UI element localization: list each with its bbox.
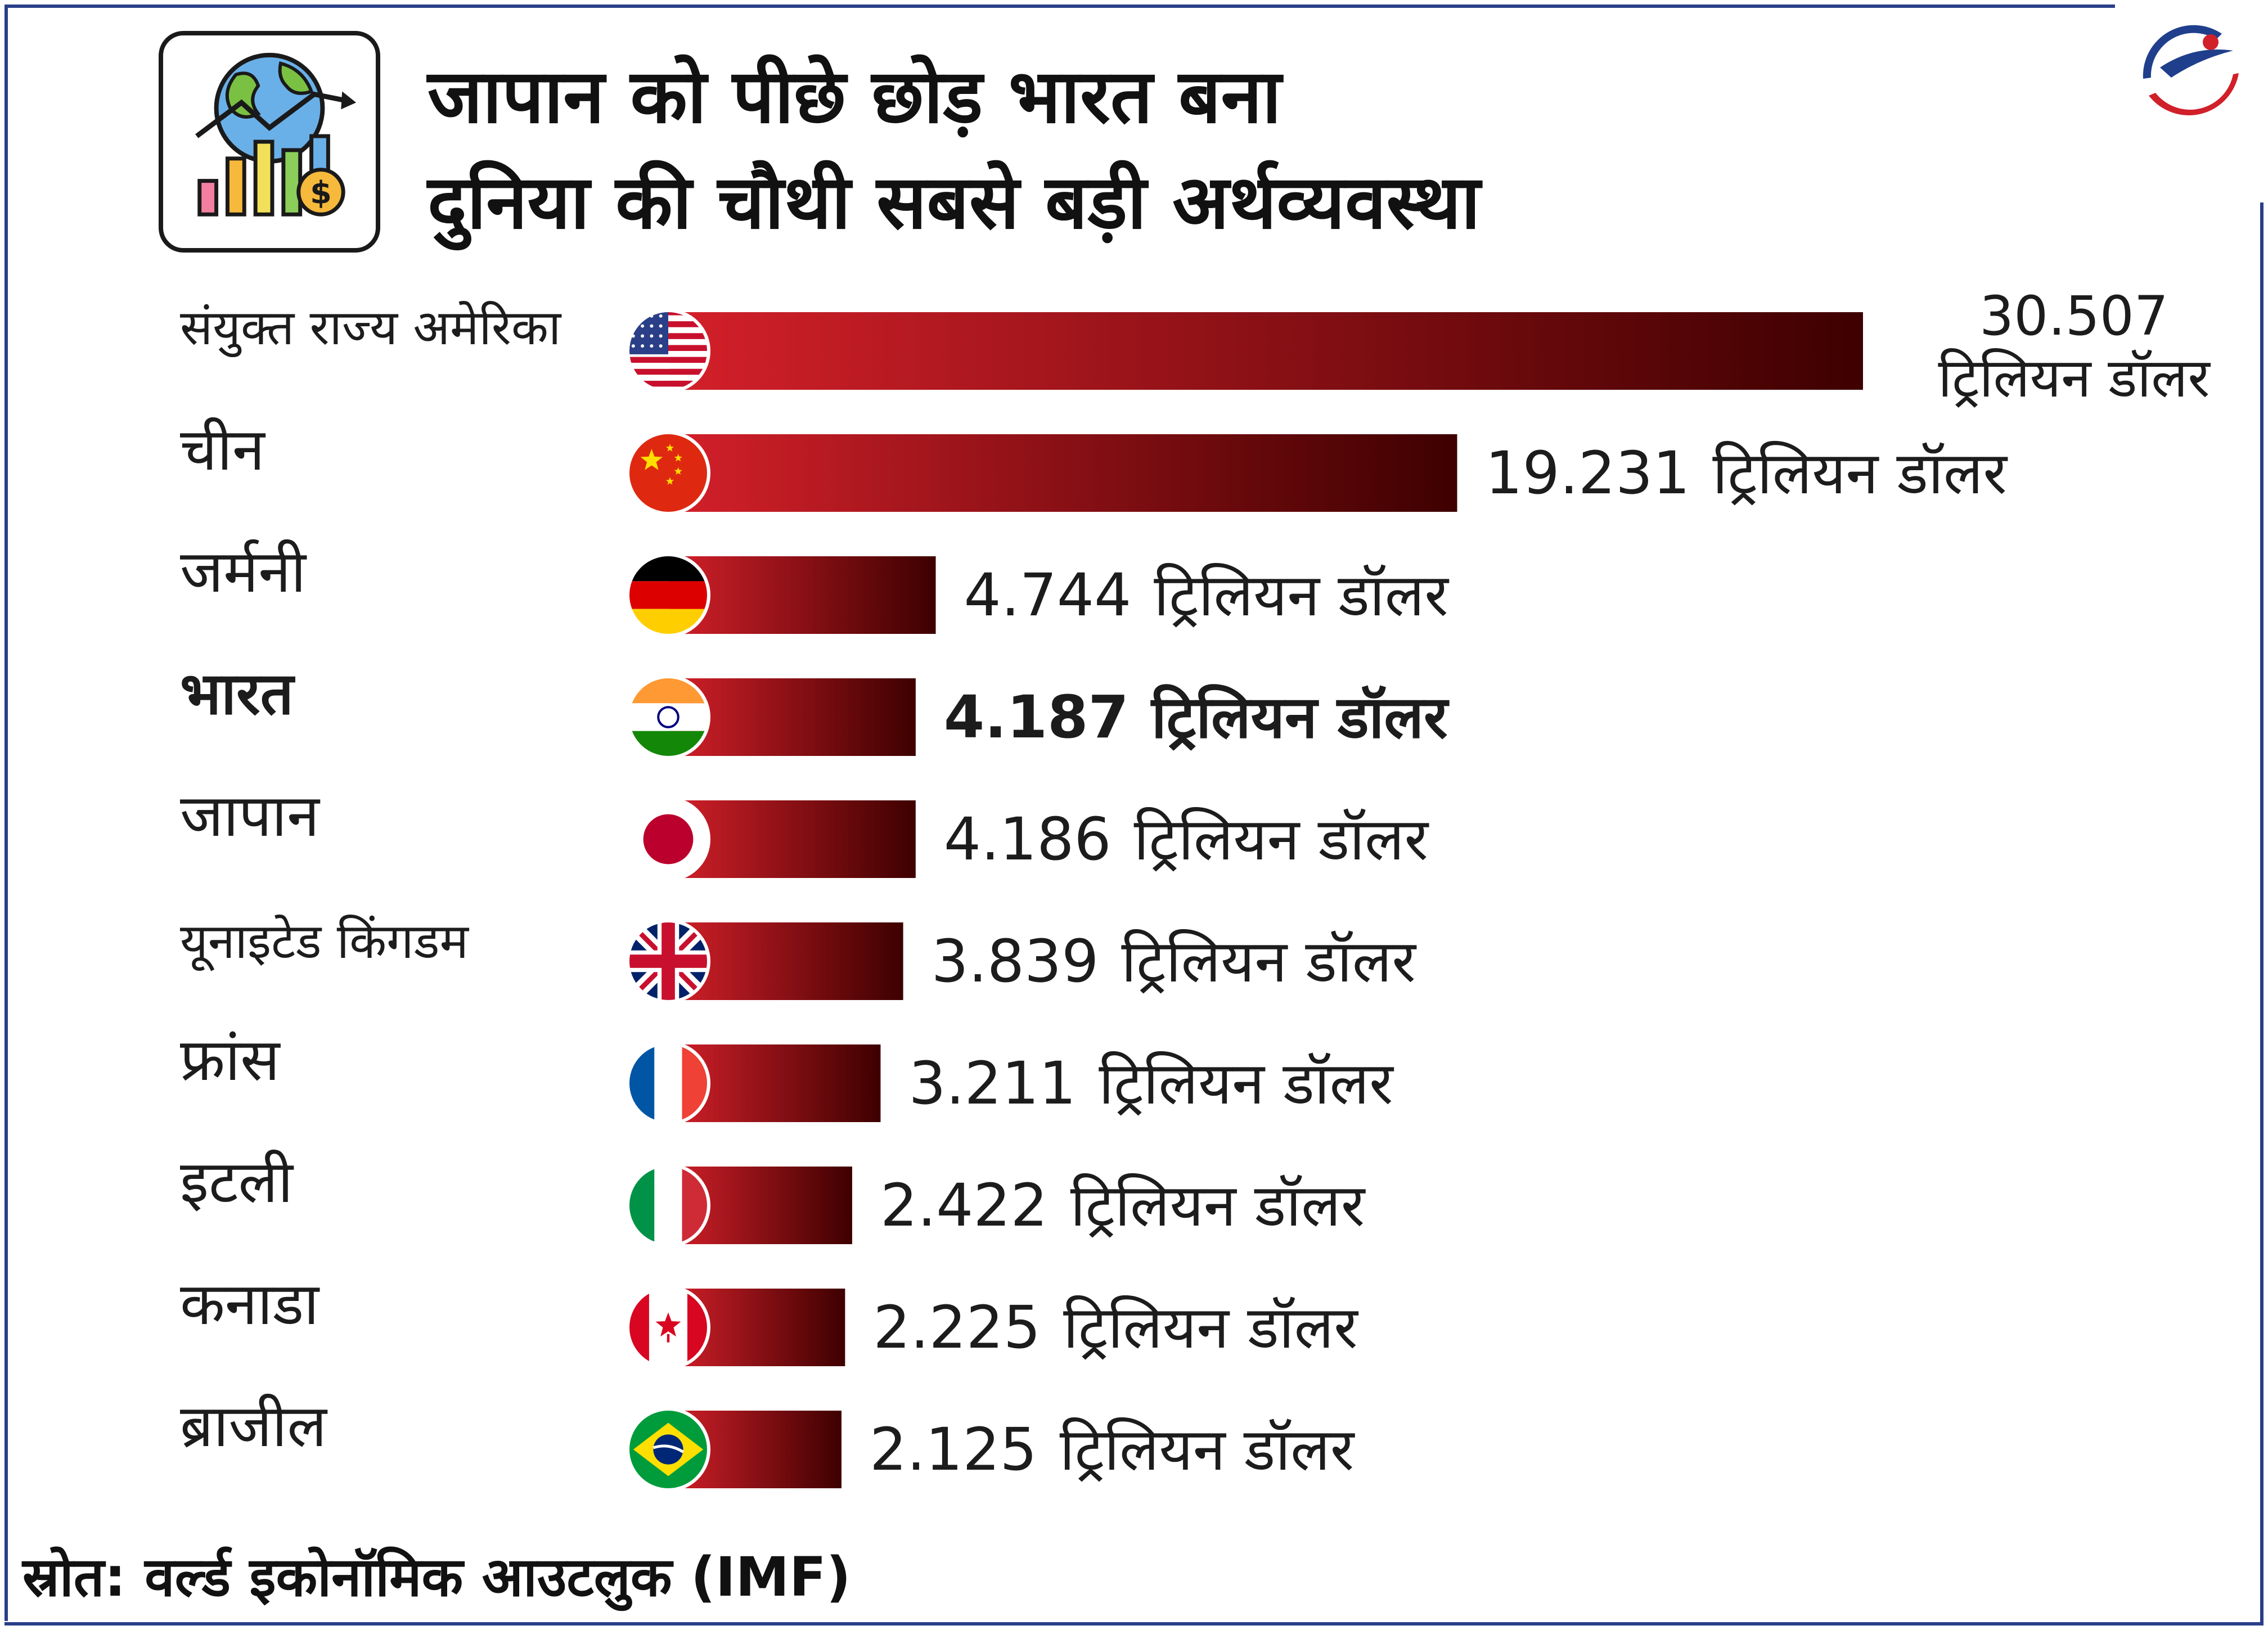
category-label: भारत: [180, 659, 296, 728]
value-label: 30.507: [1979, 285, 2168, 348]
value-label: 3.211 ट्रिलियन डॉलर: [908, 1049, 1394, 1118]
category-label: जापान: [180, 781, 321, 850]
value-number: 4.187: [944, 683, 1129, 751]
value-label: 4.744 ट्रिलियन डॉलर: [964, 561, 1450, 629]
value-label: 2.125 ट्रिलियन डॉलर: [870, 1415, 1356, 1484]
value-label: 4.186 ट्रिलियन डॉलर: [944, 805, 1430, 873]
unit-label: ट्रिलियन डॉलर: [1070, 1171, 1366, 1240]
unit-label: ट्रिलियन डॉलर: [1121, 927, 1417, 996]
title-line-1: जापान को पीछे छोड़ भारत बना: [428, 53, 1281, 140]
unit-label: ट्रिलियन डॉलर: [1063, 1293, 1359, 1362]
us-flag-icon: [626, 309, 710, 393]
chart-row: चीन 19.231 ट्रिलियन डॉलर: [180, 415, 2008, 515]
globe-growth-icon: $: [195, 52, 357, 217]
value-number: 2.225: [873, 1293, 1041, 1362]
chart-row: ब्राजील 2.125 ट्रिलियन डॉलर: [180, 1392, 1356, 1492]
category-label: चीन: [180, 415, 266, 484]
brazil-flag-icon: [626, 1407, 710, 1492]
chart-row: फ्रांस 3.211 ट्रिलियन डॉलर: [180, 1025, 1394, 1125]
unit-label: ट्रिलियन डॉलर: [1060, 1415, 1356, 1484]
bar: [669, 556, 936, 634]
italy-flag-icon: [626, 1163, 710, 1248]
bar: [669, 434, 1457, 512]
japan-flag-icon: [626, 797, 710, 881]
france-flag-icon: [626, 1041, 710, 1125]
category-label: यूनाइटेड किंगडम: [180, 913, 470, 971]
value-label: 4.187 ट्रिलियन डॉलर: [944, 683, 1450, 751]
value-label: 19.231 ट्रिलियन डॉलर: [1486, 439, 2009, 507]
chart-row: कनाडा 2.225 ट्रिलियन डॉलर: [180, 1269, 1359, 1370]
unit-label: ट्रिलियन डॉलर: [1150, 683, 1450, 751]
value-label: 2.422 ट्रिलियन डॉलर: [880, 1171, 1366, 1240]
category-label: फ्रांस: [180, 1025, 281, 1094]
value-label: 3.839 ट्रिलियन डॉलर: [932, 927, 1418, 996]
china-flag-icon: [626, 431, 710, 515]
germany-flag-icon: [626, 553, 710, 637]
unit-label: ट्रिलियन डॉलर: [1099, 1049, 1394, 1118]
category-label: इटली: [180, 1147, 294, 1216]
publisher-logo-icon: [2135, 20, 2247, 132]
category-label: ब्राजील: [180, 1392, 327, 1460]
source-note: स्रोत: वर्ल्ड इकोनॉमिक आउटलुक (IMF): [22, 1546, 851, 1609]
canada-flag-icon: [626, 1285, 710, 1370]
category-label: कनाडा: [180, 1269, 320, 1338]
chart-row: जर्मनी 4.744 ट्रिलियन डॉलर: [180, 537, 1450, 637]
chart-row: जापान 4.186 ट्रिलियन डॉलर: [180, 781, 1430, 881]
chart-row: भारत 4.187 ट्रिलियन डॉलर: [180, 659, 1450, 759]
india-flag-icon: [626, 675, 710, 759]
value-number: 2.422: [880, 1171, 1048, 1240]
border-frame: [4, 4, 2115, 1621]
value-number: 4.744: [964, 561, 1132, 629]
chart-row: इटली 2.422 ट्रिलियन डॉलर: [180, 1147, 1366, 1248]
bar: [669, 312, 1863, 390]
value-label: 2.225 ट्रिलियन डॉलर: [873, 1293, 1359, 1362]
value-number: 4.186: [944, 805, 1112, 873]
uk-flag-icon: [626, 919, 710, 1003]
chart-row: यूनाइटेड किंगडम 3.839 ट्रिलियन डॉलर: [180, 913, 1417, 1003]
border-frame-right: [2260, 202, 2264, 1626]
economy-icon-box: $: [159, 31, 380, 253]
category-label: जर्मनी: [180, 537, 307, 606]
unit-label: ट्रिलियन डॉलर: [1712, 439, 2008, 507]
title-line-2: दुनिया की चौथी सबसे बड़ी अर्थव्यवस्था: [428, 159, 1480, 246]
page-title: जापान को पीछे छोड़ भारत बना दुनिया की चौ…: [428, 44, 1834, 255]
category-label: संयुक्त राज्य अमेरिका: [180, 300, 562, 358]
unit-label: ट्रिलियन डॉलर: [1938, 346, 2211, 409]
value-number: 19.231: [1486, 439, 1690, 507]
value-number: 3.211: [908, 1049, 1076, 1118]
border-frame-bottom: [4, 1622, 2264, 1626]
unit-label: ट्रिलियन डॉलर: [1134, 805, 1430, 873]
svg-text:$: $: [310, 174, 332, 211]
value-number: 2.125: [870, 1415, 1037, 1484]
unit-label: ट्रिलियन डॉलर: [1154, 561, 1450, 629]
value-number: 3.839: [932, 927, 1099, 996]
